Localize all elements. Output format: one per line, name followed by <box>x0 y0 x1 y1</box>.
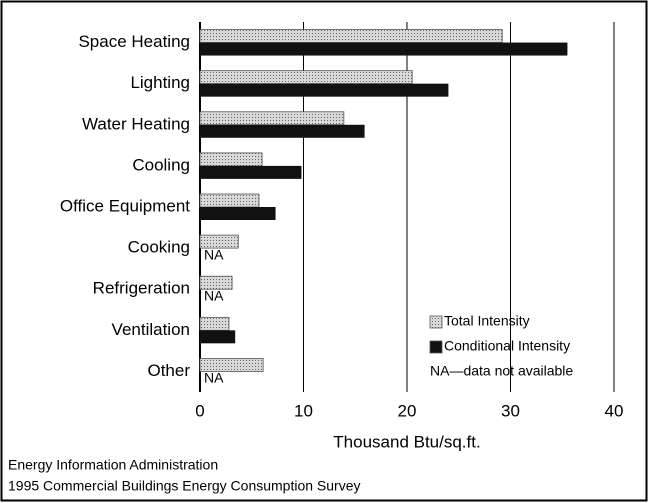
source: Energy Information Administration <box>8 457 218 473</box>
legend-label: Total Intensity <box>444 313 530 329</box>
value-label: NA <box>204 370 224 386</box>
legend-note: NA—data not available <box>430 363 573 379</box>
bar <box>200 42 568 56</box>
bar <box>200 207 276 220</box>
bar <box>199 70 413 85</box>
y-tick-label: Cooling <box>132 155 190 174</box>
y-tick-label: Office Equipment <box>60 196 190 215</box>
bar <box>199 152 263 167</box>
bar <box>199 316 230 331</box>
y-tick-label: Water Heating <box>82 114 190 133</box>
y-tick-label: Space Heating <box>78 32 190 51</box>
bar <box>200 165 302 179</box>
bar <box>199 275 233 290</box>
x-tick-label: 10 <box>294 401 313 420</box>
bar <box>200 83 449 97</box>
bar <box>200 124 365 138</box>
value-label: NA <box>204 246 224 262</box>
bar <box>200 330 236 344</box>
source: 1995 Commercial Buildings Energy Consump… <box>8 478 361 494</box>
legend-label: Conditional Intensity <box>444 338 570 354</box>
x-tick-label: 0 <box>195 401 204 420</box>
bar <box>199 234 239 249</box>
x-axis-label: Thousand Btu/sq.ft. <box>333 432 480 451</box>
x-tick-label: 40 <box>605 401 624 420</box>
y-tick-label: Other <box>147 361 190 380</box>
x-tick-label: 30 <box>501 401 520 420</box>
legend-swatch <box>429 315 443 329</box>
y-tick-label: Ventilation <box>112 320 190 339</box>
bar <box>199 193 260 208</box>
bar <box>199 358 264 372</box>
x-tick-label: 20 <box>398 401 417 420</box>
value-label: NA <box>204 287 224 303</box>
legend-swatch <box>429 340 443 354</box>
y-tick-label: Refrigeration <box>93 279 190 298</box>
y-tick-label: Cooking <box>128 238 190 257</box>
bar <box>199 29 503 43</box>
y-tick-label: Lighting <box>130 73 190 92</box>
bar <box>199 111 345 126</box>
